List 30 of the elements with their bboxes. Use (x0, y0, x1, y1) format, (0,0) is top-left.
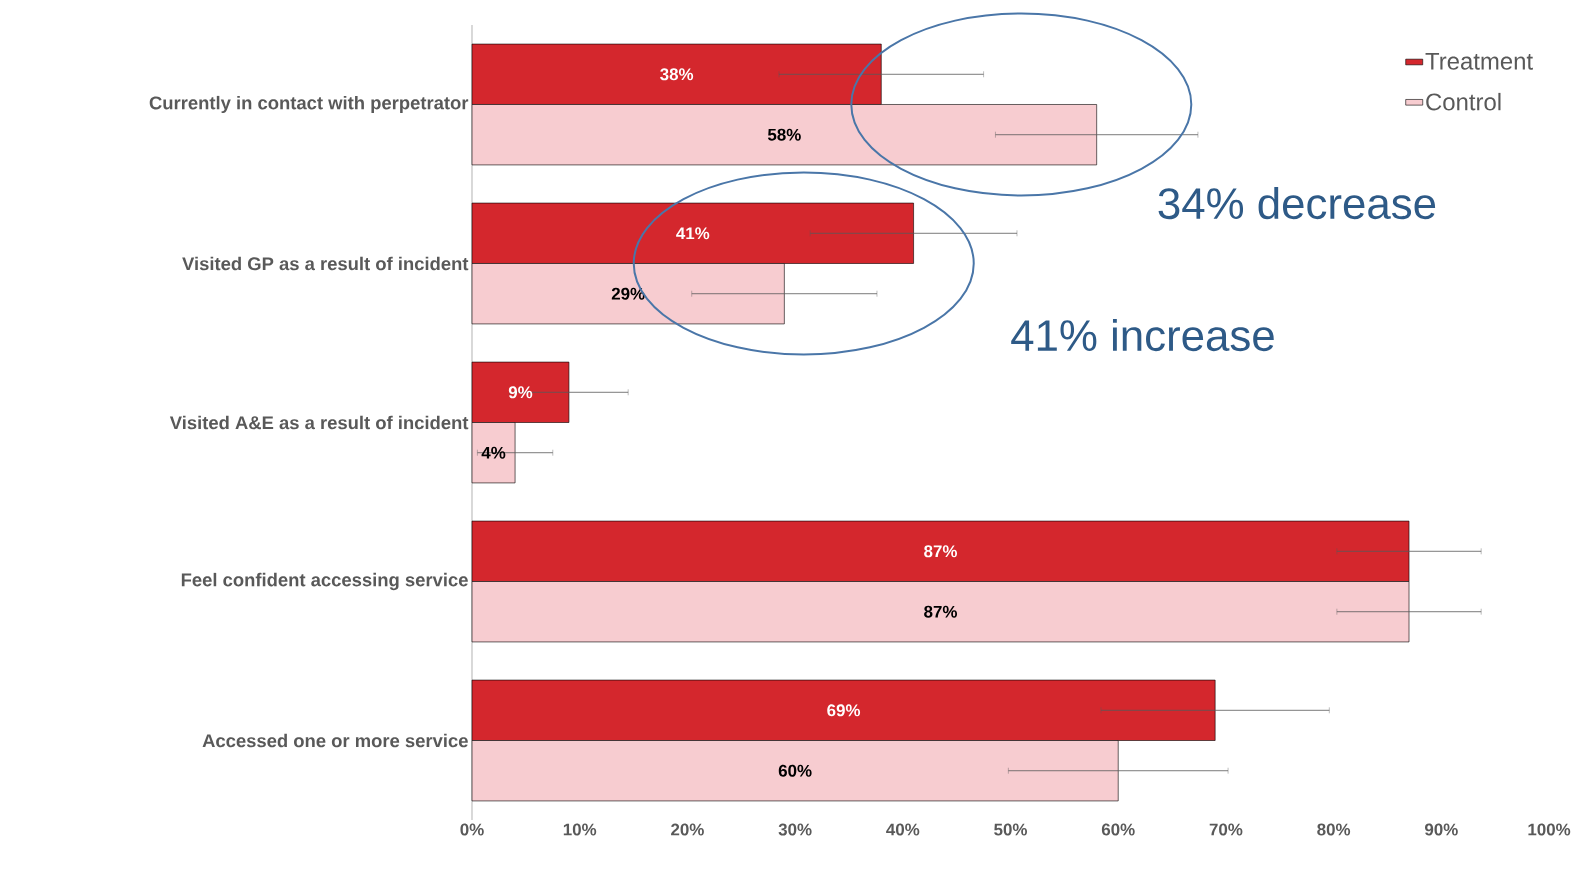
annotation: 34% decrease (1158, 186, 1436, 220)
legend-label: Treatment (1425, 53, 1533, 70)
x-tick-label: 10% (563, 823, 597, 836)
y-tick-label: Feel confident accessing service (181, 572, 468, 591)
x-tick-label: 0% (460, 823, 484, 836)
data-label: 87% (924, 545, 958, 558)
x-tick-label: 80% (1317, 823, 1351, 836)
data-label: 38% (660, 68, 694, 81)
y-tick-label: Currently in contact with perpetrator (149, 95, 469, 114)
data-label: 60% (778, 764, 812, 777)
x-tick-label: 60% (1101, 823, 1135, 836)
data-label: 69% (827, 704, 861, 717)
x-tick-label: 20% (671, 823, 704, 836)
x-tick-label: 90% (1424, 823, 1458, 836)
x-tick-label: 50% (994, 823, 1028, 836)
data-label: 58% (767, 128, 801, 141)
data-label: 29% (611, 287, 645, 300)
x-tick-label: 40% (886, 823, 920, 836)
y-tick-label: Visited GP as a result of incident (182, 256, 469, 271)
y-tick-label: Accessed one or more service (202, 733, 468, 748)
legend-label: Control (1426, 92, 1501, 111)
y-tick-label: Visited A&E as a result of incident (169, 415, 469, 430)
x-tick-label: 30% (778, 823, 812, 836)
data-label: 4% (481, 446, 506, 459)
data-label: 87% (924, 605, 958, 618)
x-tick-label: 70% (1209, 823, 1243, 836)
data-label: 9% (508, 386, 533, 399)
annotation: 41% increase (1011, 318, 1274, 352)
data-label: 41% (676, 227, 710, 240)
x-tick-label: 100% (1528, 823, 1571, 836)
